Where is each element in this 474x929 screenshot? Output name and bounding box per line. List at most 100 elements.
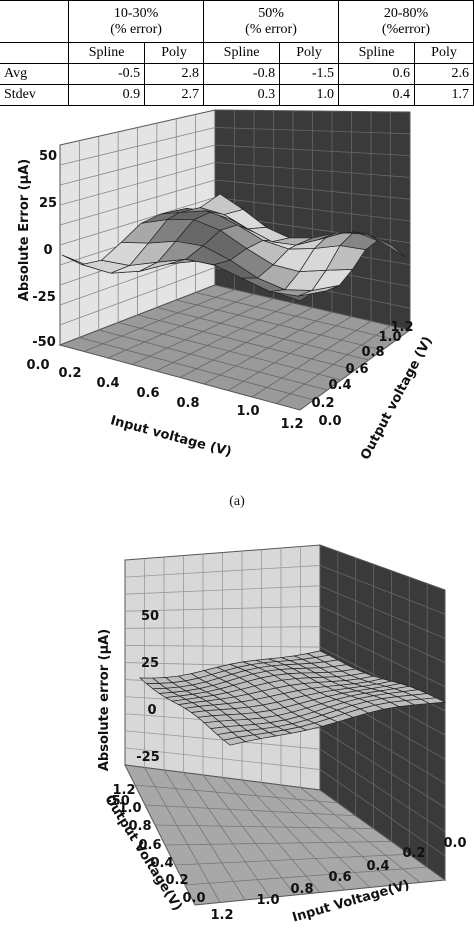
caption: (a) [229, 494, 245, 509]
y-tick-label: 1.2 [112, 783, 135, 798]
z-tick-label: 50 [39, 149, 57, 164]
x-tick-label: 0.4 [96, 376, 119, 391]
grid-line [214, 179, 411, 200]
x-tick-label: 1.0 [236, 404, 259, 419]
grid-line [184, 866, 428, 886]
grid-line [319, 626, 446, 688]
y-tick-label: 0.0 [182, 891, 205, 906]
grid-line [280, 784, 396, 886]
cell: 0.4 [337, 84, 416, 106]
cell: -0.5 [68, 63, 146, 85]
grid-line [319, 769, 446, 857]
cell: 2.7 [144, 84, 205, 106]
x-tick-label: 0.2 [58, 366, 81, 381]
unit: (% error) [245, 21, 297, 37]
grid-line [124, 730, 321, 750]
grid-line [59, 144, 216, 186]
cell: 1.0 [279, 84, 339, 106]
grid-line [163, 769, 246, 901]
unit: (% error) [110, 21, 162, 37]
cell: 0.3 [203, 84, 281, 106]
grid-line [144, 767, 221, 903]
grid-line [319, 585, 446, 639]
cell: 1.7 [414, 84, 474, 106]
y-tick-label: 0.2 [311, 396, 334, 411]
y-tick-label: 0.6 [345, 362, 368, 377]
grid-line [124, 626, 321, 629]
y-tick-label: 0.8 [361, 345, 384, 360]
grid-line [134, 784, 338, 804]
error-table: 10-30% (% error) 50% (% error) 20-80% (%err… [0, 0, 474, 106]
grid-line [183, 772, 271, 898]
x-tick-label: 0.8 [290, 882, 313, 897]
grid [124, 546, 447, 903]
grid-line [131, 298, 274, 365]
grid-line [319, 728, 446, 808]
y-tick-label: 1.2 [390, 320, 413, 335]
grid-line [202, 774, 296, 896]
grid-line [124, 565, 321, 578]
grid-line [164, 841, 392, 846]
y-tick-label: 0.8 [128, 819, 151, 834]
grid-line [124, 605, 321, 612]
grid-line [154, 824, 374, 829]
grid-line [214, 197, 411, 222]
y-tick-label: 0.6 [138, 838, 161, 853]
grid-line [251, 320, 372, 398]
range: 50% [258, 5, 284, 21]
grid-line [214, 127, 411, 135]
x-tick-label: 0.0 [26, 358, 49, 373]
grid-line [261, 782, 371, 888]
group-header: 10-30% (% error) [68, 0, 205, 43]
y-tick-label: 1.0 [118, 801, 141, 816]
cell: 0.9 [68, 84, 146, 106]
y-tick-label: 0.2 [165, 873, 188, 888]
z-tick-label: -25 [32, 290, 56, 305]
grid-line [124, 645, 321, 648]
range: 20-80% [383, 5, 429, 21]
grid-line [319, 748, 446, 833]
grid-line [59, 197, 216, 246]
grid-line [107, 293, 255, 359]
grid-line [144, 804, 356, 817]
grid-line [59, 127, 216, 166]
row-label: Stdev [0, 84, 70, 106]
grid-line [214, 162, 411, 178]
x-tick-label: 0.2 [402, 846, 425, 861]
grid-line [179, 307, 313, 378]
x-tick-label: 0.4 [366, 859, 389, 874]
grid-line [214, 144, 411, 156]
surface-patch [419, 697, 447, 704]
grid [59, 110, 411, 404]
unit: (%error) [381, 21, 431, 37]
grid-line [124, 747, 321, 770]
z-tick-label: 0 [147, 703, 156, 718]
grid-line [222, 777, 321, 893]
x-tick-label: 0.0 [443, 836, 466, 851]
z-tick-label: 25 [39, 196, 57, 211]
grid-line [59, 179, 216, 226]
grid-line [275, 325, 391, 404]
grid-line [124, 585, 321, 595]
floor [124, 764, 447, 906]
z-tick-label: 0 [43, 243, 52, 258]
z-tick-label: -25 [136, 750, 160, 765]
z-axis-label: Absolute error (µA) [97, 629, 112, 771]
y-tick-label: 0.0 [318, 414, 341, 429]
surface-patch [367, 233, 406, 258]
x-tick-label: 1.2 [210, 908, 233, 923]
z-tick-label: -50 [32, 335, 56, 350]
x-axis-label: Input voltage (V) [109, 413, 233, 460]
z-axis-label: Absolute Error (µA) [17, 159, 32, 301]
x-tick-label: 0.6 [136, 386, 159, 401]
z-tick-label: 50 [141, 609, 159, 624]
grid-line [59, 267, 216, 326]
subheader: Poly [144, 42, 205, 64]
grid-line [83, 289, 235, 352]
grid-line [155, 302, 294, 372]
grid-line [174, 853, 410, 866]
grid-line [227, 316, 352, 391]
y-tick-label: 0.4 [150, 856, 173, 871]
